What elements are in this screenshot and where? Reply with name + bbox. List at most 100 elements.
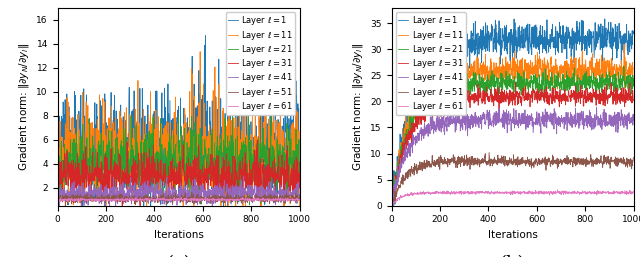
Layer $\ell = 61$ bbox=[160, 198, 168, 201]
X-axis label: Iterations: Iterations bbox=[154, 230, 204, 240]
Layer $\ell = 61$ bbox=[247, 198, 255, 201]
Layer $\ell = 61$ bbox=[296, 198, 303, 201]
Layer $\ell = 11$ bbox=[620, 43, 628, 46]
Layer $\ell = 61$ bbox=[243, 198, 250, 201]
Layer $\ell = 41$ bbox=[55, 204, 63, 207]
Layer $\ell = 61$ bbox=[250, 200, 258, 203]
Line: Layer $\ell = 31$: Layer $\ell = 31$ bbox=[392, 83, 634, 206]
Layer $\ell = 11$ bbox=[161, 154, 168, 158]
Line: Layer $\ell = 1$: Layer $\ell = 1$ bbox=[392, 19, 634, 206]
Layer $\ell = 21$ bbox=[243, 177, 250, 180]
Layer $\ell = 41$ bbox=[577, 119, 584, 122]
Layer $\ell = 31$ bbox=[253, 139, 261, 142]
Layer $\ell = 41$ bbox=[495, 121, 502, 124]
Layer $\ell = 41$ bbox=[161, 198, 168, 201]
Layer $\ell = 31$ bbox=[581, 97, 589, 100]
Layer $\ell = 21$ bbox=[296, 187, 303, 190]
Layer $\ell = 41$ bbox=[388, 204, 396, 207]
Layer $\ell = 21$ bbox=[160, 166, 168, 169]
Layer $\ell = 41$ bbox=[388, 199, 396, 202]
Layer $\ell = 41$ bbox=[54, 199, 61, 202]
Layer $\ell = 41$ bbox=[296, 196, 303, 199]
Layer $\ell = 11$ bbox=[413, 108, 420, 111]
Line: Layer $\ell = 21$: Layer $\ell = 21$ bbox=[392, 66, 634, 205]
Layer $\ell = 41$ bbox=[220, 188, 228, 191]
Layer $\ell = 51$ bbox=[577, 157, 584, 160]
Layer $\ell = 61$ bbox=[220, 198, 227, 201]
Layer $\ell = 1$ bbox=[486, 34, 493, 37]
Line: Layer $\ell = 61$: Layer $\ell = 61$ bbox=[392, 190, 634, 206]
Layer $\ell = 61$ bbox=[494, 191, 502, 195]
Layer $\ell = 51$ bbox=[630, 156, 637, 159]
Layer $\ell = 1$ bbox=[79, 137, 86, 140]
Layer $\ell = 51$ bbox=[79, 199, 86, 202]
Layer $\ell = 31$ bbox=[412, 113, 420, 116]
Layer $\ell = 21$ bbox=[413, 107, 420, 110]
Layer $\ell = 21$ bbox=[495, 78, 502, 81]
Line: Layer $\ell = 1$: Layer $\ell = 1$ bbox=[58, 36, 300, 206]
Layer $\ell = 21$ bbox=[267, 106, 275, 109]
Line: Layer $\ell = 41$: Layer $\ell = 41$ bbox=[392, 107, 634, 206]
Layer $\ell = 21$ bbox=[247, 162, 255, 165]
Line: Layer $\ell = 51$: Layer $\ell = 51$ bbox=[58, 192, 300, 206]
Layer $\ell = 31$ bbox=[296, 161, 303, 164]
Layer $\ell = 41$ bbox=[554, 118, 562, 122]
Line: Layer $\ell = 21$: Layer $\ell = 21$ bbox=[58, 107, 300, 205]
Layer $\ell = 31$ bbox=[161, 177, 168, 180]
Layer $\ell = 31$ bbox=[247, 173, 255, 176]
Layer $\ell = 21$ bbox=[486, 88, 493, 91]
Legend: Layer $\ell = 1$, Layer $\ell = 11$, Layer $\ell = 21$, Layer $\ell = 31$, Layer: Layer $\ell = 1$, Layer $\ell = 11$, Lay… bbox=[225, 12, 296, 115]
Layer $\ell = 41$ bbox=[593, 106, 600, 109]
Layer $\ell = 21$ bbox=[54, 170, 61, 173]
Layer $\ell = 21$ bbox=[152, 152, 159, 155]
Line: Layer $\ell = 51$: Layer $\ell = 51$ bbox=[392, 152, 634, 206]
Layer $\ell = 31$ bbox=[630, 99, 637, 102]
Layer $\ell = 51$ bbox=[412, 163, 420, 166]
Layer $\ell = 51$ bbox=[247, 197, 255, 200]
Layer $\ell = 61$ bbox=[54, 197, 61, 200]
Layer $\ell = 1$ bbox=[296, 163, 303, 166]
Layer $\ell = 61$ bbox=[152, 199, 159, 202]
Layer $\ell = 51$ bbox=[485, 151, 493, 154]
Layer $\ell = 41$ bbox=[243, 190, 250, 194]
Layer $\ell = 1$ bbox=[388, 203, 396, 206]
Layer $\ell = 51$ bbox=[495, 160, 502, 163]
Layer $\ell = 31$ bbox=[512, 81, 520, 84]
Layer $\ell = 41$ bbox=[240, 175, 248, 178]
Layer $\ell = 1$ bbox=[152, 163, 159, 167]
Layer $\ell = 61$ bbox=[486, 191, 493, 195]
Layer $\ell = 11$ bbox=[247, 166, 255, 169]
Layer $\ell = 1$ bbox=[601, 17, 609, 21]
Layer $\ell = 11$ bbox=[220, 185, 228, 188]
Layer $\ell = 1$ bbox=[202, 34, 209, 37]
Layer $\ell = 21$ bbox=[220, 139, 227, 142]
Line: Layer $\ell = 61$: Layer $\ell = 61$ bbox=[58, 197, 300, 201]
Layer $\ell = 61$ bbox=[79, 197, 86, 200]
Layer $\ell = 21$ bbox=[554, 81, 562, 84]
Layer $\ell = 41$ bbox=[79, 194, 86, 197]
Layer $\ell = 21$ bbox=[388, 204, 396, 207]
Layer $\ell = 31$ bbox=[243, 183, 250, 186]
Layer $\ell = 21$ bbox=[577, 84, 584, 87]
Layer $\ell = 11$ bbox=[296, 204, 303, 207]
Layer $\ell = 31$ bbox=[577, 102, 584, 105]
Y-axis label: Gradient norm: $\|\partial y_N/\partial y_l\|$: Gradient norm: $\|\partial y_N/\partial … bbox=[17, 43, 31, 171]
Layer $\ell = 1$ bbox=[413, 76, 420, 79]
Layer $\ell = 51$ bbox=[54, 197, 61, 200]
Layer $\ell = 61$ bbox=[239, 196, 246, 199]
Legend: Layer $\ell = 1$, Layer $\ell = 11$, Layer $\ell = 21$, Layer $\ell = 31$, Layer: Layer $\ell = 1$, Layer $\ell = 11$, Lay… bbox=[396, 12, 466, 115]
Layer $\ell = 61$ bbox=[412, 193, 420, 196]
X-axis label: Iterations: Iterations bbox=[488, 230, 538, 240]
Layer $\ell = 11$ bbox=[388, 204, 396, 207]
Layer $\ell = 61$ bbox=[577, 191, 584, 195]
Layer $\ell = 51$ bbox=[188, 191, 196, 194]
Layer $\ell = 41$ bbox=[486, 109, 493, 112]
Layer $\ell = 11$ bbox=[388, 203, 396, 206]
Layer $\ell = 31$ bbox=[79, 177, 86, 180]
Layer $\ell = 21$ bbox=[388, 195, 396, 198]
Layer $\ell = 41$ bbox=[152, 183, 159, 186]
Text: (a): (a) bbox=[166, 255, 191, 257]
Layer $\ell = 51$ bbox=[61, 204, 69, 207]
Layer $\ell = 31$ bbox=[220, 187, 228, 190]
Layer $\ell = 1$ bbox=[220, 125, 228, 128]
